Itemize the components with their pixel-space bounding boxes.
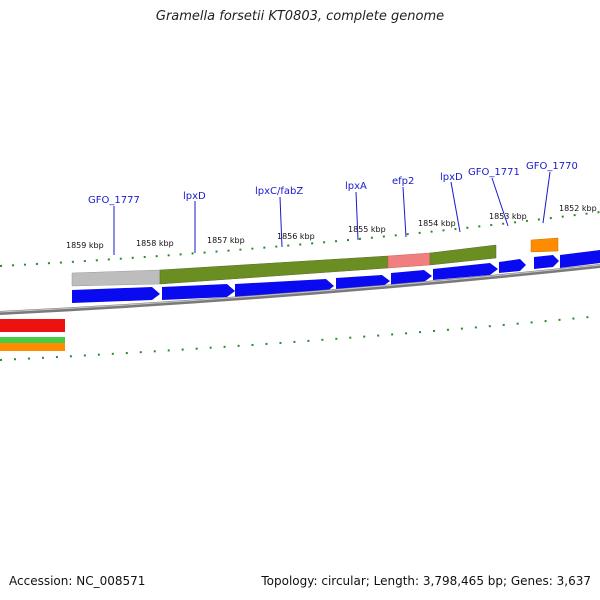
kbp-label: 1853 kbp xyxy=(489,212,527,221)
feature-lightgreen[interactable] xyxy=(0,337,65,343)
cds-arrow[interactable] xyxy=(433,263,498,280)
genome-summary-text: Topology: circular; Length: 3,798,465 bp… xyxy=(261,574,591,588)
gene-label[interactable]: efp2 xyxy=(392,176,414,187)
feature-orange[interactable] xyxy=(530,237,559,253)
map-title: Gramella forsetii KT0803, complete genom… xyxy=(155,9,445,24)
feature-pink[interactable] xyxy=(387,252,431,269)
gene-label[interactable]: lpxD xyxy=(440,172,463,183)
kbp-label: 1859 kbp xyxy=(66,241,104,250)
gene-label[interactable]: GFO_1771 xyxy=(468,167,520,178)
feature-red[interactable] xyxy=(0,319,65,332)
feature-gray[interactable] xyxy=(71,269,161,287)
genome-backbone xyxy=(0,264,600,315)
gene-leaders xyxy=(113,171,551,255)
cds-arrow[interactable] xyxy=(499,259,526,273)
cds-arrow[interactable] xyxy=(391,270,432,285)
gene-label[interactable]: GFO_1770 xyxy=(526,161,578,172)
feature-orange-left[interactable] xyxy=(0,343,65,351)
gene-label[interactable]: lpxD xyxy=(183,191,206,202)
kbp-label: 1855 kbp xyxy=(348,225,386,234)
cds-arrow[interactable] xyxy=(72,287,160,303)
kbp-label: 1856 kbp xyxy=(277,232,315,241)
gene-label[interactable]: GFO_1777 xyxy=(88,195,140,206)
gene-label[interactable]: lpxC/fabZ xyxy=(255,186,303,197)
inner-dotted-track xyxy=(0,315,600,361)
genome-backbone-highlight xyxy=(0,264,600,313)
accession-text: Accession: NC_008571 xyxy=(9,574,146,588)
cds-arrow[interactable] xyxy=(560,250,600,268)
gene-label[interactable]: lpxA xyxy=(345,181,367,192)
kbp-label: 1857 kbp xyxy=(207,236,245,245)
kbp-label: 1852 kbp xyxy=(559,204,597,213)
cds-arrow[interactable] xyxy=(534,255,559,269)
outer-dotted-track xyxy=(0,211,600,267)
cds-arrow[interactable] xyxy=(162,284,235,300)
kbp-label: 1858 kbp xyxy=(136,239,174,248)
feature-green-2[interactable] xyxy=(429,244,497,266)
kbp-label: 1854 kbp xyxy=(418,219,456,228)
